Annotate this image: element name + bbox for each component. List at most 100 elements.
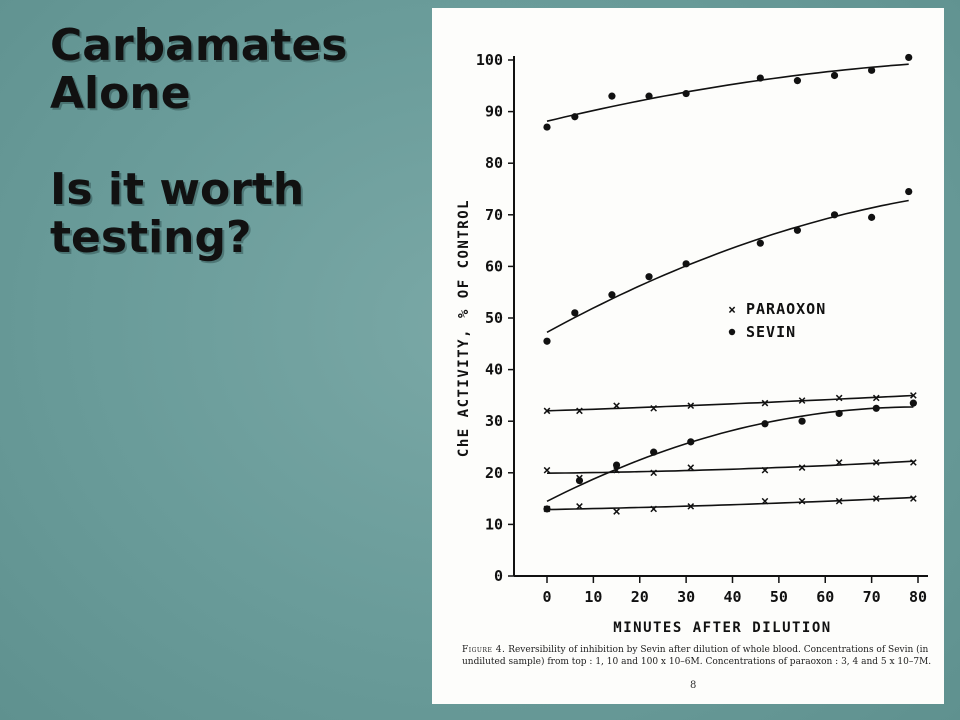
paraoxon-point bbox=[576, 503, 583, 510]
title-spacer bbox=[50, 118, 420, 166]
sevin-point bbox=[756, 239, 764, 247]
sevin-point bbox=[612, 461, 621, 469]
paraoxon-point bbox=[761, 497, 769, 505]
paraoxon-point bbox=[872, 394, 880, 402]
paraoxon-point bbox=[798, 397, 806, 404]
paraoxon-marker-stroke bbox=[650, 469, 657, 477]
paraoxon-point bbox=[543, 505, 551, 513]
paraoxon-marker-stroke bbox=[687, 503, 695, 510]
paraoxon-point bbox=[543, 466, 551, 474]
paraoxon-marker-stroke bbox=[576, 503, 583, 510]
series-curve-1 bbox=[546, 63, 909, 122]
x-tick-label: 10 bbox=[584, 588, 602, 606]
paraoxon-point bbox=[872, 495, 880, 502]
page-number: 8 bbox=[690, 680, 697, 691]
paraoxon-marker-stroke bbox=[872, 459, 880, 466]
x-tick-label: 0 bbox=[542, 588, 551, 606]
paraoxon-point bbox=[835, 394, 843, 402]
paraoxon-point bbox=[687, 464, 695, 471]
paraoxon-marker-stroke bbox=[872, 495, 880, 502]
paraoxon-marker-stroke bbox=[613, 402, 620, 410]
paraoxon-point bbox=[835, 497, 843, 505]
sevin-point bbox=[909, 399, 917, 407]
x-tick-label: 40 bbox=[723, 588, 741, 606]
paraoxon-marker-stroke bbox=[798, 497, 806, 505]
y-tick-label: 30 bbox=[485, 412, 503, 430]
paraoxon-marker-stroke bbox=[835, 497, 843, 505]
paraoxon-marker-stroke bbox=[576, 407, 583, 415]
paraoxon-point bbox=[761, 466, 769, 474]
y-tick-label: 70 bbox=[485, 206, 503, 224]
title-line-2: Alone bbox=[50, 68, 191, 119]
sevin-point bbox=[756, 74, 764, 82]
paraoxon-point bbox=[872, 459, 880, 466]
sevin-point bbox=[687, 438, 695, 446]
paraoxon-point bbox=[576, 407, 583, 415]
y-tick-label: 40 bbox=[485, 361, 503, 379]
x-tick-label: 70 bbox=[863, 588, 881, 606]
paraoxon-marker-stroke bbox=[798, 464, 806, 471]
paraoxon-point bbox=[613, 402, 620, 410]
y-axis-title: ChE ACTIVITY, % OF CONTROL bbox=[456, 199, 472, 457]
paraoxon-marker-stroke bbox=[910, 495, 917, 502]
y-tick-label: 100 bbox=[476, 51, 503, 69]
sevin-point bbox=[543, 337, 551, 345]
che-activity-chart: 0 10 20 30 40 50 60 70 80 90 100 0 10 20 30 40 50 60 70 80 M… bbox=[456, 51, 928, 636]
paraoxon-marker-stroke bbox=[687, 402, 695, 410]
figure-panel: 0 10 20 30 40 50 60 70 80 90 100 0 10 20 30 40 50 60 70 80 M… bbox=[432, 8, 944, 704]
slide-title: Carbamates Alone Is it worth testing? bbox=[50, 22, 420, 262]
paraoxon-marker-stroke bbox=[613, 466, 620, 474]
paraoxon-marker-stroke bbox=[650, 505, 657, 513]
paraoxon-marker-stroke bbox=[761, 466, 769, 474]
sevin-point bbox=[798, 417, 806, 425]
x-axis-title: MINUTES AFTER DILUTION bbox=[613, 620, 831, 636]
paraoxon-marker-stroke bbox=[798, 397, 806, 404]
paraoxon-marker-stroke bbox=[910, 459, 917, 466]
sevin-point bbox=[682, 89, 690, 98]
sevin-point bbox=[830, 71, 839, 80]
y-tick-label: 60 bbox=[485, 257, 503, 275]
paraoxon-point bbox=[835, 459, 843, 466]
sevin-point bbox=[645, 273, 653, 281]
paraoxon-marker-stroke bbox=[543, 466, 551, 474]
sevin-point bbox=[650, 448, 658, 456]
paraoxon-point bbox=[687, 402, 695, 410]
paraoxon-marker-stroke bbox=[761, 497, 769, 505]
question-line-1: Is it worth bbox=[50, 164, 305, 215]
sevin-point bbox=[835, 409, 843, 418]
series-curve-2 bbox=[546, 199, 909, 334]
sevin-point bbox=[571, 113, 579, 121]
sevin-point bbox=[868, 213, 876, 221]
legend-dot-marker bbox=[728, 328, 736, 336]
x-tick-label: 20 bbox=[631, 588, 649, 606]
sevin-point bbox=[608, 291, 616, 299]
y-tick-label: 50 bbox=[485, 309, 503, 327]
legend-x-marker: × bbox=[728, 303, 736, 318]
paraoxon-point bbox=[543, 407, 551, 415]
title-line-1: Carbamates bbox=[50, 20, 348, 71]
question-line-2: testing? bbox=[50, 212, 252, 263]
paraoxon-marker-stroke bbox=[835, 459, 843, 466]
paraoxon-marker-stroke bbox=[910, 392, 917, 399]
y-tick-label: 0 bbox=[494, 567, 503, 585]
sevin-point bbox=[872, 404, 880, 412]
sevin-point bbox=[905, 53, 913, 62]
x-tick-label: 60 bbox=[816, 588, 834, 606]
series-curve-4 bbox=[546, 406, 914, 503]
y-tick-label: 10 bbox=[485, 515, 503, 533]
x-tick-label: 80 bbox=[909, 588, 927, 606]
sevin-point bbox=[543, 123, 551, 131]
caption-lead: Figure 4. bbox=[462, 645, 506, 655]
series-curve-5 bbox=[546, 460, 914, 474]
paraoxon-point bbox=[613, 466, 620, 474]
sevin-point bbox=[868, 66, 876, 74]
paraoxon-marker-stroke bbox=[543, 407, 551, 415]
paraoxon-point bbox=[798, 464, 806, 471]
sevin-point bbox=[761, 420, 769, 428]
paraoxon-point bbox=[613, 508, 620, 515]
paraoxon-marker-stroke bbox=[872, 394, 880, 402]
sevin-point bbox=[571, 309, 579, 317]
x-tick-label: 30 bbox=[677, 588, 695, 606]
paraoxon-point bbox=[650, 404, 657, 412]
y-tick-label: 20 bbox=[485, 464, 503, 482]
